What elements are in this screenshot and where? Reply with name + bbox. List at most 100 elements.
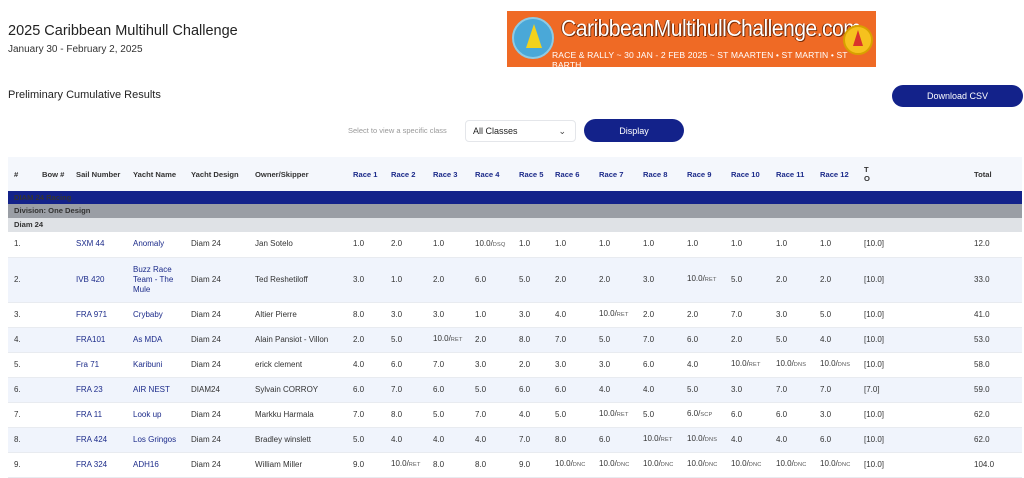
yacht-name-link[interactable]: As MDA	[133, 334, 163, 344]
yacht-name-link[interactable]: Los Gringos	[133, 434, 177, 444]
yacht-name-link[interactable]: AIR NEST	[133, 384, 170, 394]
race-10-score: 5.0	[725, 257, 770, 302]
owner-skipper-cell: Bradley winslett	[255, 434, 312, 444]
race-2-score: 6.0	[385, 352, 427, 377]
race-4-score: 5.0	[469, 377, 513, 402]
penalty-code: DNC	[837, 462, 851, 468]
column-header-race-7[interactable]: Race 7	[599, 169, 624, 179]
race-2-score: 7.0	[385, 377, 427, 402]
score-value: 3.0	[820, 409, 832, 419]
score-value: 5.0	[776, 334, 788, 344]
column-header-race-1[interactable]: Race 1	[353, 169, 378, 179]
score-value: 2.0	[353, 334, 365, 344]
sail-number-link[interactable]: Fra 71	[76, 359, 100, 369]
event-banner[interactable]: CaribbeanMultihullChallenge.com RACE & R…	[507, 11, 876, 67]
score-value: 10.0/	[433, 334, 451, 343]
column-header-race-5[interactable]: Race 5	[519, 169, 544, 179]
penalty-code: RET	[704, 277, 717, 283]
yacht-name-link[interactable]: ADH16	[133, 459, 159, 469]
class-select[interactable]: All Classes ⌄	[465, 120, 576, 142]
race-6-score: 3.0	[549, 352, 593, 377]
score-value: 4.0	[776, 434, 788, 444]
position-cell: 1.	[14, 239, 21, 249]
penalty-code: DNC	[616, 462, 630, 468]
yacht-name-link[interactable]: Anomaly	[133, 239, 165, 249]
sail-number-link[interactable]: SXM 44	[76, 239, 105, 249]
score-value: 10.0/	[687, 274, 705, 283]
column-header-race-6[interactable]: Race 6	[555, 169, 580, 179]
score-value: 10.0/	[687, 459, 705, 468]
score-value: 7.0	[353, 409, 365, 419]
download-csv-button[interactable]: Download CSV	[892, 85, 1023, 107]
race-9-score: 2.0	[681, 302, 725, 327]
yacht-name-link[interactable]: Karibuni	[133, 359, 163, 369]
race-1-score: 1.0	[347, 232, 385, 257]
race-3-score: 7.0	[427, 352, 469, 377]
yacht-design-cell: DIAM24	[191, 384, 220, 394]
penalty-code: RET	[450, 337, 463, 343]
display-button[interactable]: Display	[584, 119, 684, 142]
column-header-race-11[interactable]: Race 11	[776, 169, 805, 179]
score-value: 1.0	[820, 239, 832, 249]
owner-skipper-cell: erick clement	[255, 359, 303, 369]
column-header-race-3[interactable]: Race 3	[433, 169, 458, 179]
penalty-code: DNS	[704, 437, 718, 443]
score-value: 2.0	[687, 309, 699, 319]
race-7-score: 3.0	[593, 352, 637, 377]
sail-number-link[interactable]: IVB 420	[76, 274, 105, 284]
score-value: 1.0	[391, 274, 403, 284]
penalty-code: RET	[660, 437, 673, 443]
score-value: 1.0	[776, 239, 788, 249]
race-8-score: 5.0	[637, 402, 681, 427]
score-value: 5.0	[687, 384, 699, 394]
sail-number-link[interactable]: FRA101	[76, 334, 106, 344]
yacht-name-link[interactable]: Buzz Race Team - The Mule	[133, 264, 174, 294]
race-1-score: 8.0	[347, 302, 385, 327]
yacht-design-cell: Diam 24	[191, 309, 221, 319]
sail-number-link[interactable]: FRA 23	[76, 384, 103, 394]
race-1-score: 2.0	[347, 327, 385, 352]
penalty-code: DNC	[793, 462, 807, 468]
score-value: 3.0	[731, 384, 743, 394]
race-11-score: 7.0	[770, 377, 814, 402]
score-value: 2.0	[391, 239, 403, 249]
sail-number-link[interactable]: FRA 971	[76, 309, 108, 319]
score-value: 9.0	[519, 459, 531, 469]
column-header-: #	[14, 169, 19, 179]
position-cell: 5.	[14, 359, 21, 369]
yacht-name-link[interactable]: Crybaby	[133, 309, 163, 319]
column-header-race-10[interactable]: Race 10	[731, 169, 760, 179]
sail-number-link[interactable]: FRA 11	[76, 409, 103, 419]
race-5-score: 9.0	[513, 452, 549, 477]
sail-number-link[interactable]: FRA 424	[76, 434, 108, 444]
subclass-row: Diam 24	[8, 218, 1022, 232]
sail-number-link[interactable]: FRA 324	[76, 459, 108, 469]
table-row: 6. FRA 23 AIR NEST DIAM24 Sylvain CORROY 6.0 7…	[8, 377, 1022, 402]
position-cell: 2.	[14, 274, 21, 284]
score-value: 2.0	[643, 309, 655, 319]
table-row: 3. FRA 971 Crybaby Diam 24 Altier Pierre 8.0 3…	[8, 302, 1022, 327]
table-row: 9. FRA 324 ADH16 Diam 24 William Miller 9.0 10…	[8, 452, 1022, 477]
page-title: 2025 Caribbean Multihull Challenge	[8, 23, 238, 39]
score-value: 3.0	[555, 359, 567, 369]
column-header-race-2[interactable]: Race 2	[391, 169, 416, 179]
score-value: 7.0	[820, 384, 832, 394]
score-value: 5.0	[475, 384, 487, 394]
sailboat-logo-icon	[843, 25, 873, 55]
score-value: 4.0	[433, 434, 445, 444]
score-value: 10.0/	[391, 459, 409, 468]
score-value: 6.0	[687, 334, 699, 344]
score-value: 7.0	[776, 384, 788, 394]
column-header-race-9[interactable]: Race 9	[687, 169, 712, 179]
column-header-race-12[interactable]: Race 12	[820, 169, 849, 179]
race-8-score: 4.0	[637, 377, 681, 402]
score-value: 8.0	[353, 309, 365, 319]
score-value: 1.0	[643, 239, 655, 249]
column-header-race-4[interactable]: Race 4	[475, 169, 500, 179]
column-header-race-8[interactable]: Race 8	[643, 169, 668, 179]
race-5-score: 1.0	[513, 232, 549, 257]
race-3-score: 8.0	[427, 452, 469, 477]
yacht-name-link[interactable]: Look up	[133, 409, 162, 419]
owner-skipper-cell: Ted Reshetiloff	[255, 274, 308, 284]
division-row: Division: One Design	[8, 204, 1022, 218]
